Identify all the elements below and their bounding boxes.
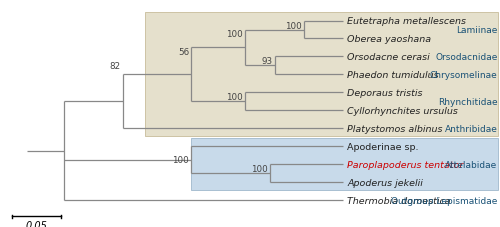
Text: Oberea yaoshana: Oberea yaoshana [347, 35, 431, 44]
Text: Lamiinae: Lamiinae [456, 26, 498, 35]
Text: Deporaus tristis: Deporaus tristis [347, 89, 422, 97]
Text: Phaedon tumidulus: Phaedon tumidulus [347, 71, 438, 79]
Text: Rhynchitidae: Rhynchitidae [438, 97, 498, 106]
Text: 56: 56 [178, 48, 189, 57]
Text: Apoderinae sp.: Apoderinae sp. [347, 142, 418, 151]
Text: Thermobia domestica: Thermobia domestica [347, 196, 451, 205]
Text: 82: 82 [110, 62, 120, 71]
Bar [144, 13, 498, 137]
Text: 0.05: 0.05 [26, 220, 48, 227]
Text: 93: 93 [262, 57, 272, 66]
Text: Paroplapoderus tentator: Paroplapoderus tentator [347, 160, 464, 169]
Text: Orsodacne cerasi: Orsodacne cerasi [347, 53, 430, 62]
Text: Attelabidae: Attelabidae [446, 160, 498, 169]
Bar [191, 138, 498, 190]
Text: Eutetrapha metallescens: Eutetrapha metallescens [347, 17, 466, 26]
Text: Platystomos albinus: Platystomos albinus [347, 124, 442, 133]
Text: 100: 100 [226, 93, 243, 102]
Text: Orsodacnidae: Orsodacnidae [435, 53, 498, 62]
Text: 100: 100 [226, 30, 243, 39]
Text: Apoderus jekelii: Apoderus jekelii [347, 178, 423, 187]
Text: Cyllorhynchites ursulus: Cyllorhynchites ursulus [347, 106, 458, 115]
Text: Chrysomelinae: Chrysomelinae [430, 71, 498, 79]
Text: Outgroup Lepismatidae: Outgroup Lepismatidae [391, 196, 498, 205]
Text: Anthribidae: Anthribidae [444, 124, 498, 133]
Text: 100: 100 [285, 21, 302, 30]
Text: 100: 100 [172, 155, 189, 164]
Text: 100: 100 [251, 164, 268, 173]
